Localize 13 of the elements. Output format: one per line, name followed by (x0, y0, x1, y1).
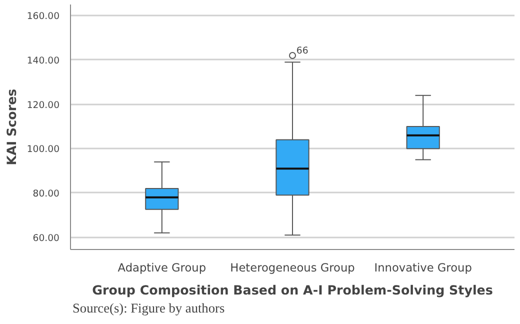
y-tick-label: 160.00 (26, 11, 60, 22)
y-axis-title: KAI Scores (4, 88, 19, 166)
x-tick-label: Adaptive Group (118, 260, 206, 274)
y-tick-label: 140.00 (26, 55, 60, 66)
source-note: Source(s): Figure by authors (72, 300, 225, 316)
y-tick-label: 80.00 (32, 188, 60, 200)
x-tick-label: Innovative Group (374, 260, 472, 274)
x-tick-label: Heterogeneous Group (230, 260, 355, 274)
y-tick-label: 120.00 (26, 100, 60, 111)
x-axis-title: Group Composition Based on A-I Problem-Solving Styles (92, 282, 493, 298)
y-tick-label: 100.00 (26, 144, 60, 156)
annotation: 66 (296, 45, 308, 56)
y-tick-label: 60.00 (32, 232, 60, 244)
